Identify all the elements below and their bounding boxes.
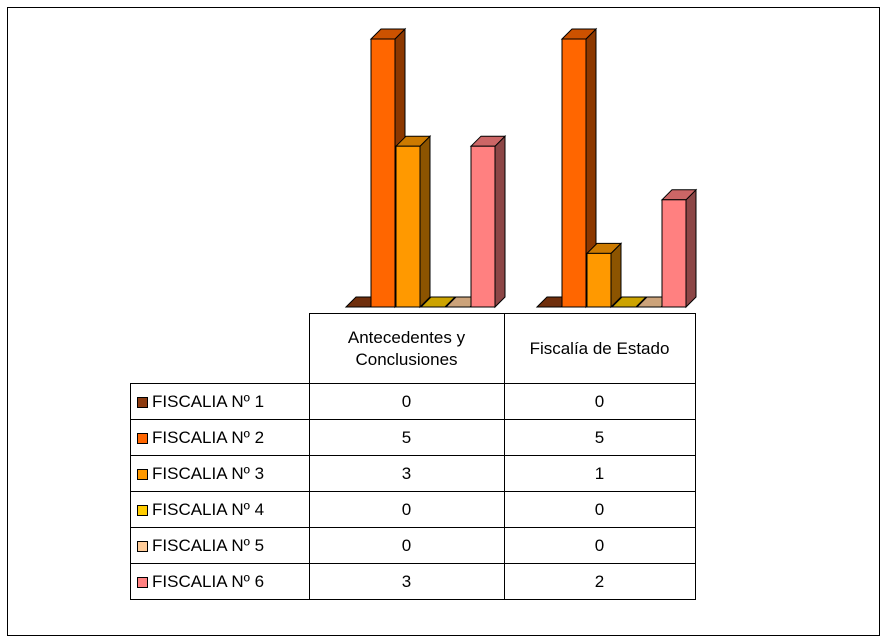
- legend-label: FISCALIA Nº 3: [152, 463, 265, 483]
- data-label-4-2: 0: [503, 491, 696, 528]
- bar-4-fiscalia-estado: [610, 296, 648, 308]
- legend-label: FISCALIA Nº 6: [152, 571, 265, 591]
- data-label-2-1: 5: [308, 419, 505, 456]
- data-label-3-2: 1: [503, 455, 696, 492]
- data-label-1-1: 0: [308, 383, 505, 420]
- bar-3-fiscalia-estado: [585, 242, 623, 309]
- data-label-6-2: 2: [503, 563, 696, 600]
- legend-swatch: [137, 468, 148, 480]
- data-table: Antecedentes y Conclusiones Fiscalía de …: [130, 313, 696, 600]
- data-label-1-2: 0: [503, 383, 696, 420]
- legend-entry-3: FISCALIA Nº 3: [130, 455, 310, 492]
- data-label-5-1: 0: [308, 527, 505, 564]
- data-label-2-2: 5: [503, 419, 696, 456]
- data-label-6-1: 3: [308, 563, 505, 600]
- legend-swatch: [137, 504, 148, 516]
- legend-swatch: [137, 396, 148, 408]
- bar-6-antecedentes: [469, 134, 507, 309]
- category-header-0: Antecedentes y Conclusiones: [308, 313, 505, 384]
- legend-label: FISCALIA Nº 4: [152, 499, 265, 519]
- legend-swatch: [137, 576, 148, 588]
- bar-2-fiscalia-estado: [560, 27, 598, 309]
- category-header-1: Fiscalía de Estado: [503, 313, 696, 384]
- data-label-5-2: 0: [503, 527, 696, 564]
- data-label-4-1: 0: [308, 491, 505, 528]
- legend-entry-4: FISCALIA Nº 4: [130, 491, 310, 528]
- legend-entry-1: FISCALIA Nº 1: [130, 383, 310, 420]
- legend-label: FISCALIA Nº 1: [152, 391, 265, 411]
- bar-3-antecedentes: [394, 134, 432, 309]
- data-label-3-1: 3: [308, 455, 505, 492]
- legend-label: FISCALIA Nº 5: [152, 535, 265, 555]
- bar-6-fiscalia-estado: [660, 188, 698, 309]
- legend-swatch: [137, 432, 148, 444]
- bar-4-antecedentes: [419, 296, 457, 308]
- legend-entry-5: FISCALIA Nº 5: [130, 527, 310, 564]
- table-header-row: Antecedentes y Conclusiones Fiscalía de …: [131, 313, 696, 384]
- legend-swatch: [137, 540, 148, 552]
- legend-label: FISCALIA Nº 2: [152, 427, 265, 447]
- legend-entry-2: FISCALIA Nº 2: [130, 419, 310, 456]
- legend-entry-6: FISCALIA Nº 6: [130, 563, 310, 600]
